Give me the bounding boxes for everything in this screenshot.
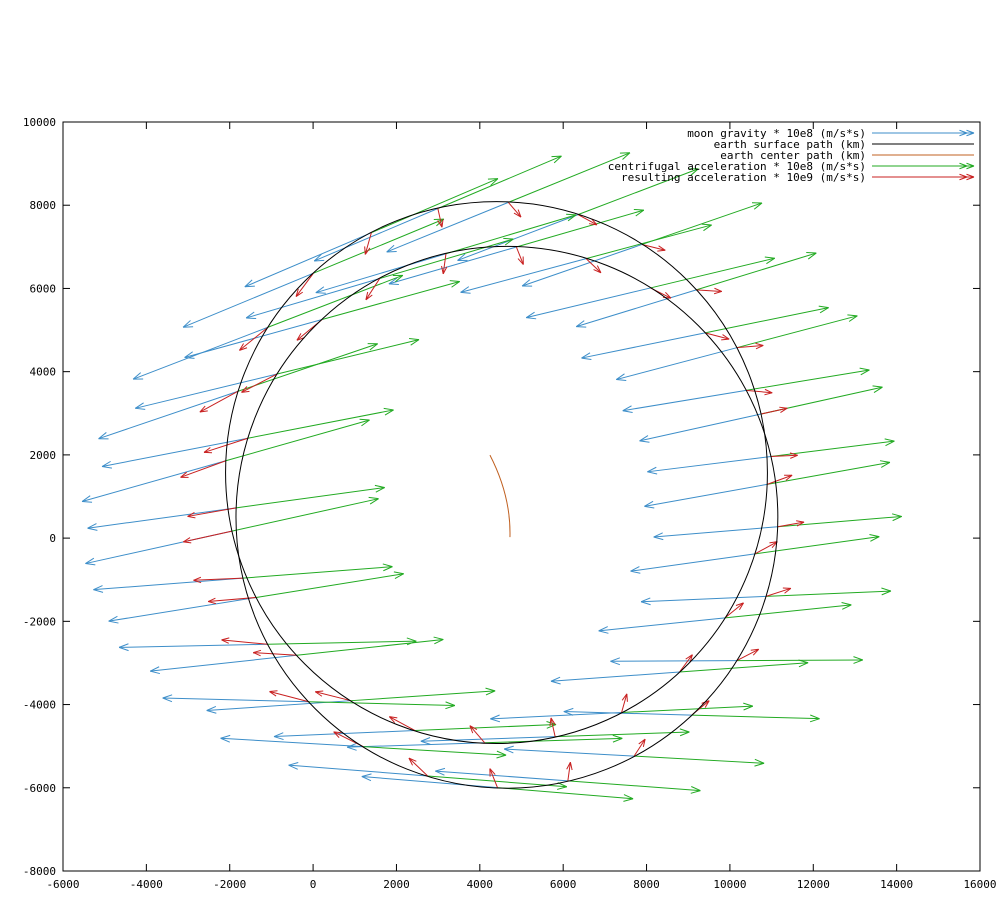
tick-label: 12000 (797, 878, 830, 891)
tick-label: -6000 (23, 782, 56, 795)
tick-label: 10000 (23, 116, 56, 129)
tick-label: 6000 (30, 282, 57, 295)
tick-label: -4000 (23, 699, 56, 712)
tick-label: 2000 (30, 449, 57, 462)
tick-label: -8000 (23, 865, 56, 878)
tick-label: 4000 (30, 366, 57, 379)
tick-label: 6000 (550, 878, 577, 891)
tick-label: 0 (310, 878, 317, 891)
tick-label: 4000 (467, 878, 494, 891)
tick-label: 0 (49, 532, 56, 545)
tick-label: 14000 (880, 878, 913, 891)
tick-label: 10000 (713, 878, 746, 891)
tick-label: 16000 (963, 878, 996, 891)
tick-label: -6000 (46, 878, 79, 891)
tick-label: 8000 (30, 199, 57, 212)
legend-label: resulting acceleration * 10e9 (m/s*s) (621, 171, 866, 184)
tick-label: -4000 (130, 878, 163, 891)
tick-label: -2000 (23, 615, 56, 628)
tick-label: 2000 (383, 878, 410, 891)
tick-label: -2000 (213, 878, 246, 891)
tick-label: 8000 (633, 878, 660, 891)
